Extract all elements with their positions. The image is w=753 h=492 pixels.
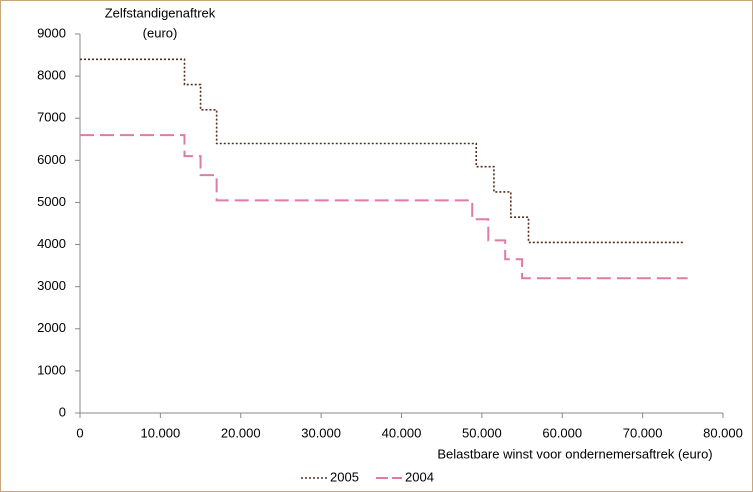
x-tick-label: 70.000 xyxy=(623,425,663,440)
x-tick-label: 10.000 xyxy=(140,425,180,440)
y-tick-label: 8000 xyxy=(37,68,66,83)
x-axis-title: Belastbare winst voor ondernemersaftrek … xyxy=(437,446,712,461)
x-tick-label: 60.000 xyxy=(542,425,582,440)
series-line xyxy=(80,58,683,244)
legend-label: 2004 xyxy=(405,469,434,484)
y-tick-label: 9000 xyxy=(37,25,66,40)
series-line xyxy=(80,134,688,280)
x-tick-label: 0 xyxy=(76,425,83,440)
y-tick-label: 5000 xyxy=(37,194,66,209)
y-tick-label: 2000 xyxy=(37,320,66,335)
x-tick-label: 50.000 xyxy=(462,425,502,440)
x-tick-label: 20.000 xyxy=(221,425,261,440)
y-tick-label: 1000 xyxy=(37,362,66,377)
y-axis-title: Zelfstandigenaftrek xyxy=(105,5,216,20)
y-tick-label: 6000 xyxy=(37,152,66,167)
x-tick-label: 80.000 xyxy=(703,425,743,440)
x-tick-label: 40.000 xyxy=(382,425,422,440)
y-tick-label: 3000 xyxy=(37,278,66,293)
y-tick-label: 0 xyxy=(59,404,66,419)
y-tick-label: 4000 xyxy=(37,236,66,251)
y-axis-title: (euro) xyxy=(143,25,178,40)
y-tick-label: 7000 xyxy=(37,110,66,125)
x-tick-label: 30.000 xyxy=(301,425,341,440)
legend-label: 2005 xyxy=(330,469,359,484)
